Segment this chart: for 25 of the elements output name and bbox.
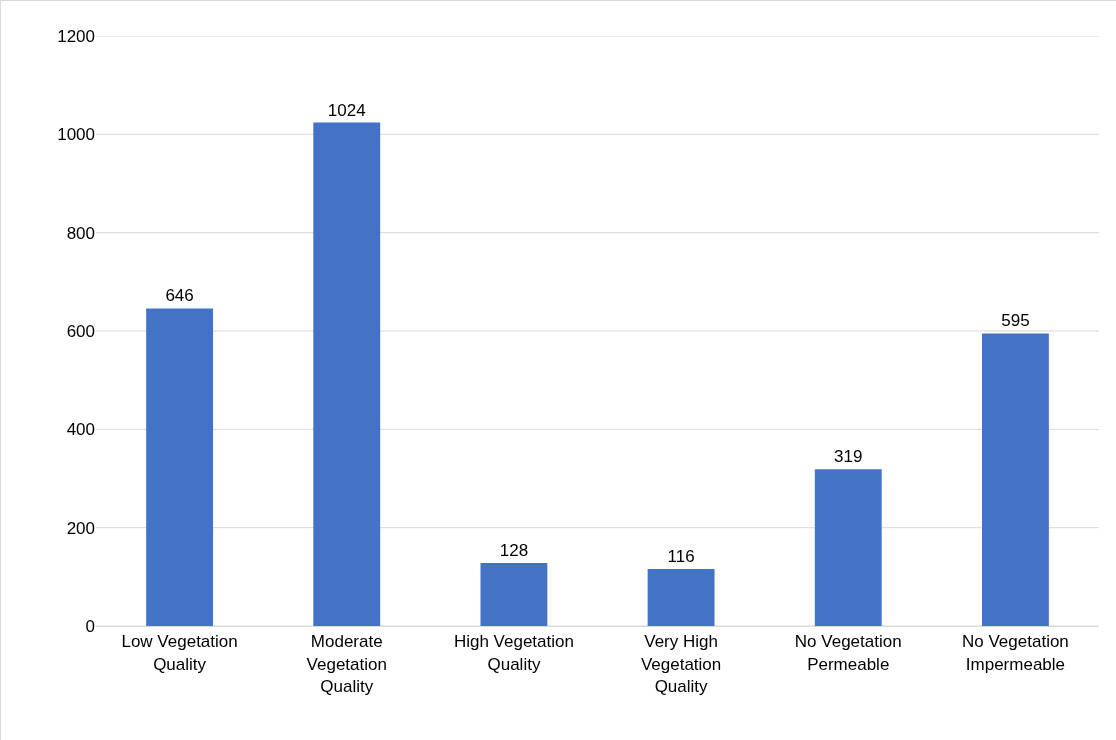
x-tick-label: No Vegetation Impermeable — [962, 632, 1069, 674]
x-tick-label: Moderate Vegetation Quality — [306, 632, 387, 696]
y-tick-label: 400 — [66, 420, 95, 440]
y-tick-label: 800 — [66, 223, 95, 243]
y-tick-label: 600 — [66, 321, 95, 341]
y-tick-label: 1000 — [57, 125, 95, 145]
bar — [146, 308, 214, 626]
bar — [981, 333, 1049, 626]
y-tick-label: 0 — [85, 616, 95, 636]
bar — [480, 563, 548, 626]
y-tick-label: 1200 — [57, 26, 95, 46]
data-label: 1024 — [327, 100, 366, 120]
x-tick-label: No Vegetation Permeable — [794, 632, 902, 674]
x-tick-label: Low Vegetation Quality — [121, 632, 238, 674]
x-tick-label: High Vegetation Quality — [453, 632, 574, 674]
bar — [814, 469, 882, 626]
bar — [647, 568, 715, 626]
x-tick-label: Very High Vegetation Quality — [640, 632, 722, 696]
y-tick-label: 200 — [66, 518, 95, 538]
data-label: 116 — [667, 546, 695, 566]
data-label: 646 — [165, 286, 194, 306]
data-label: 595 — [1001, 311, 1030, 331]
bar — [313, 122, 381, 626]
data-label: 128 — [499, 541, 529, 561]
data-label: 319 — [834, 447, 863, 467]
